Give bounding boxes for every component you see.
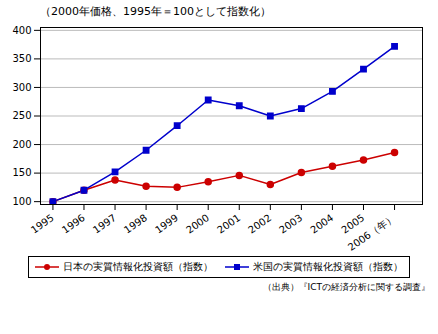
svg-text:200: 200: [12, 139, 31, 150]
html-text:日本の実質情報化投資額（指数）: 日本の実質情報化投資額（指数）: [63, 261, 213, 272]
svg-text:1997: 1997: [91, 212, 118, 236]
svg-text:1995: 1995: [29, 212, 56, 236]
svg-text:2000: 2000: [184, 212, 211, 236]
svg-text:2005: 2005: [339, 212, 367, 236]
svg-text:2006（年）: 2006（年）: [346, 212, 398, 253]
html-text:（出典）『ICTの経済分析に関する調査』: （出典）『ICTの経済分析に関する調査』: [262, 282, 430, 292]
html-text:（2000年価格、1995年＝100として指数化）: （2000年価格、1995年＝100として指数化）: [40, 5, 271, 18]
svg-text:250: 250: [12, 110, 31, 121]
svg-text:400: 400: [12, 25, 31, 36]
svg-text:1996: 1996: [60, 212, 87, 236]
svg-text:1998: 1998: [122, 212, 149, 236]
svg-text:2004: 2004: [308, 212, 335, 236]
svg-text:150: 150: [12, 167, 31, 178]
svg-text:1999: 1999: [153, 212, 180, 236]
svg-text:100: 100: [12, 196, 31, 207]
svg-text:350: 350: [12, 53, 31, 64]
svg-text:2003: 2003: [277, 212, 304, 236]
html-text:米国の実質情報化投資額（指数）: 米国の実質情報化投資額（指数）: [253, 261, 403, 272]
svg-text:300: 300: [12, 82, 31, 93]
svg-text:2002: 2002: [246, 212, 273, 236]
svg-text:2001: 2001: [215, 212, 242, 236]
